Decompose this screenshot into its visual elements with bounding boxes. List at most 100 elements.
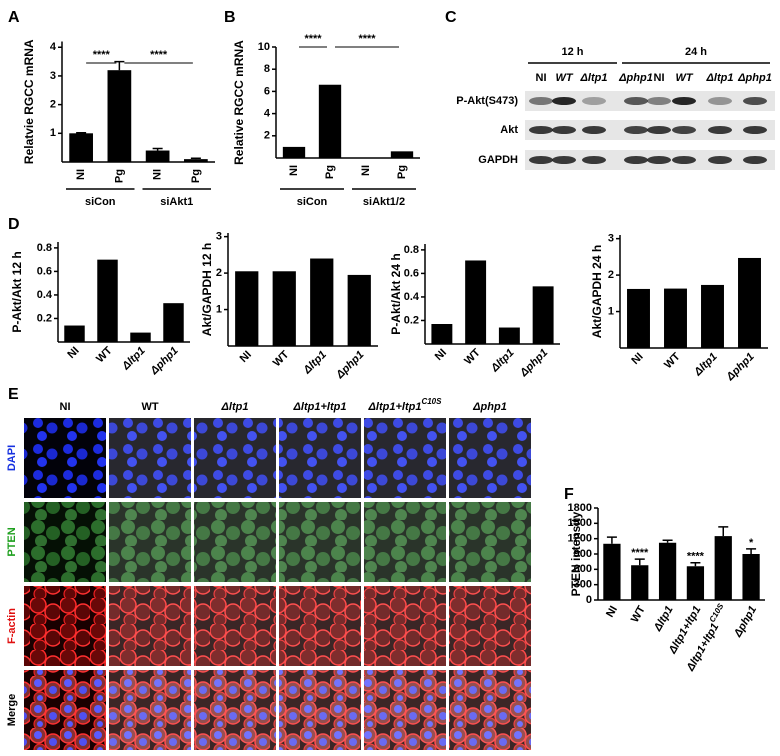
column-header: NI — [60, 401, 71, 413]
blot-band — [552, 156, 576, 164]
micrograph — [279, 586, 361, 666]
bar — [631, 565, 649, 600]
row-label: F-actin — [6, 608, 18, 644]
panel-letter: E — [8, 386, 19, 403]
y-tick-label: 1800 — [568, 502, 592, 514]
y-axis-label: Akt/GAPDH 24 h — [590, 245, 604, 338]
micrograph — [364, 502, 446, 582]
bar — [347, 274, 371, 346]
panel-letter: D — [8, 216, 20, 233]
row-label: PTEN — [6, 527, 18, 556]
blot-band — [647, 156, 671, 164]
significance: **** — [358, 33, 376, 45]
blot-band — [743, 156, 767, 164]
micrograph — [364, 670, 446, 750]
bar — [97, 259, 118, 342]
x-tick-label: NI — [629, 351, 645, 367]
y-tick-label: 1200 — [568, 533, 592, 545]
blot-band — [624, 126, 648, 134]
y-tick-label: 4 — [50, 41, 57, 53]
blot-band — [743, 97, 767, 105]
y-tick-label: 3 — [608, 233, 614, 245]
x-tick-label: Δphp1 — [724, 351, 757, 384]
blot-band — [529, 97, 553, 105]
y-tick-label: 8 — [264, 63, 270, 75]
lane-label: NI — [654, 72, 665, 84]
bar — [184, 159, 208, 162]
bar — [318, 84, 342, 158]
significance: **** — [93, 49, 111, 61]
y-tick-label: 600 — [574, 563, 592, 575]
blot-band — [624, 97, 648, 105]
blot-band — [708, 97, 732, 105]
y-tick-label: 0.8 — [37, 242, 52, 254]
x-tick-label: NI — [75, 169, 87, 180]
micrograph — [109, 502, 191, 582]
micrograph — [449, 418, 531, 498]
micrograph — [279, 502, 361, 582]
x-tick-label: NI — [604, 604, 620, 620]
micrograph — [109, 670, 191, 750]
bar — [738, 257, 761, 348]
blot-band — [647, 126, 671, 134]
x-tick-label: Δphp1 — [148, 345, 181, 378]
y-tick-label: 0.4 — [404, 291, 420, 303]
x-tick-label: Δphp1 — [333, 349, 366, 382]
lane-label: Δltp1 — [706, 72, 734, 84]
error-bar — [152, 147, 163, 151]
x-tick-label: Pg — [190, 169, 202, 183]
blot-band — [647, 97, 671, 105]
x-tick-label: Pg — [396, 165, 408, 179]
bar — [64, 325, 85, 342]
y-tick-label: 300 — [574, 579, 592, 591]
micrograph — [364, 586, 446, 666]
blot-band — [672, 97, 696, 105]
bar — [701, 284, 724, 348]
x-tick-label: WT — [462, 346, 483, 367]
column-header: Δltp1+ltp1 — [293, 401, 347, 413]
y-tick-label: 3 — [50, 70, 56, 82]
y-tick-label: 2 — [216, 267, 222, 279]
y-tick-label: 0 — [586, 594, 592, 606]
lane-label: Δltp1 — [580, 72, 608, 84]
x-tick-label: WT — [271, 348, 292, 369]
error-bar — [746, 548, 757, 554]
panel-letter: C — [445, 9, 457, 26]
blot-band — [708, 156, 732, 164]
blot-band — [624, 156, 648, 164]
blot-band — [672, 126, 696, 134]
x-tick-label: NI — [238, 349, 254, 365]
blot-band — [529, 156, 553, 164]
lane-label: Δphp1 — [737, 72, 772, 84]
row-label: Merge — [6, 694, 18, 726]
y-tick-label: 6 — [264, 85, 270, 97]
column-header: WT — [141, 401, 158, 413]
blot-band — [672, 156, 696, 164]
y-tick-label: 1 — [50, 127, 56, 139]
y-tick-label: 0.4 — [37, 289, 53, 301]
bar — [664, 288, 687, 348]
bar — [532, 286, 554, 344]
lane-label: NI — [536, 72, 547, 84]
micrograph — [194, 670, 276, 750]
y-tick-label: 2 — [50, 99, 56, 111]
y-axis-label: P-Akt/Akt 12 h — [10, 251, 24, 332]
bar — [130, 332, 151, 342]
bar — [686, 566, 705, 600]
blot-band — [552, 126, 576, 134]
micrograph — [24, 670, 106, 750]
y-tick-label: 2 — [608, 269, 614, 281]
error-bar — [606, 536, 617, 544]
micrograph — [279, 670, 361, 750]
y-axis-label: PTEN intensity — [569, 511, 583, 596]
y-tick-label: 0.2 — [404, 314, 419, 326]
lane-label: WT — [675, 72, 693, 84]
column-header: Δphp1 — [472, 401, 507, 413]
error-bar — [76, 131, 87, 134]
panel-letter: F — [564, 486, 574, 503]
error-bar — [718, 526, 729, 537]
error-bar — [690, 561, 701, 567]
bar — [627, 288, 650, 348]
y-tick-label: 1500 — [568, 517, 592, 529]
